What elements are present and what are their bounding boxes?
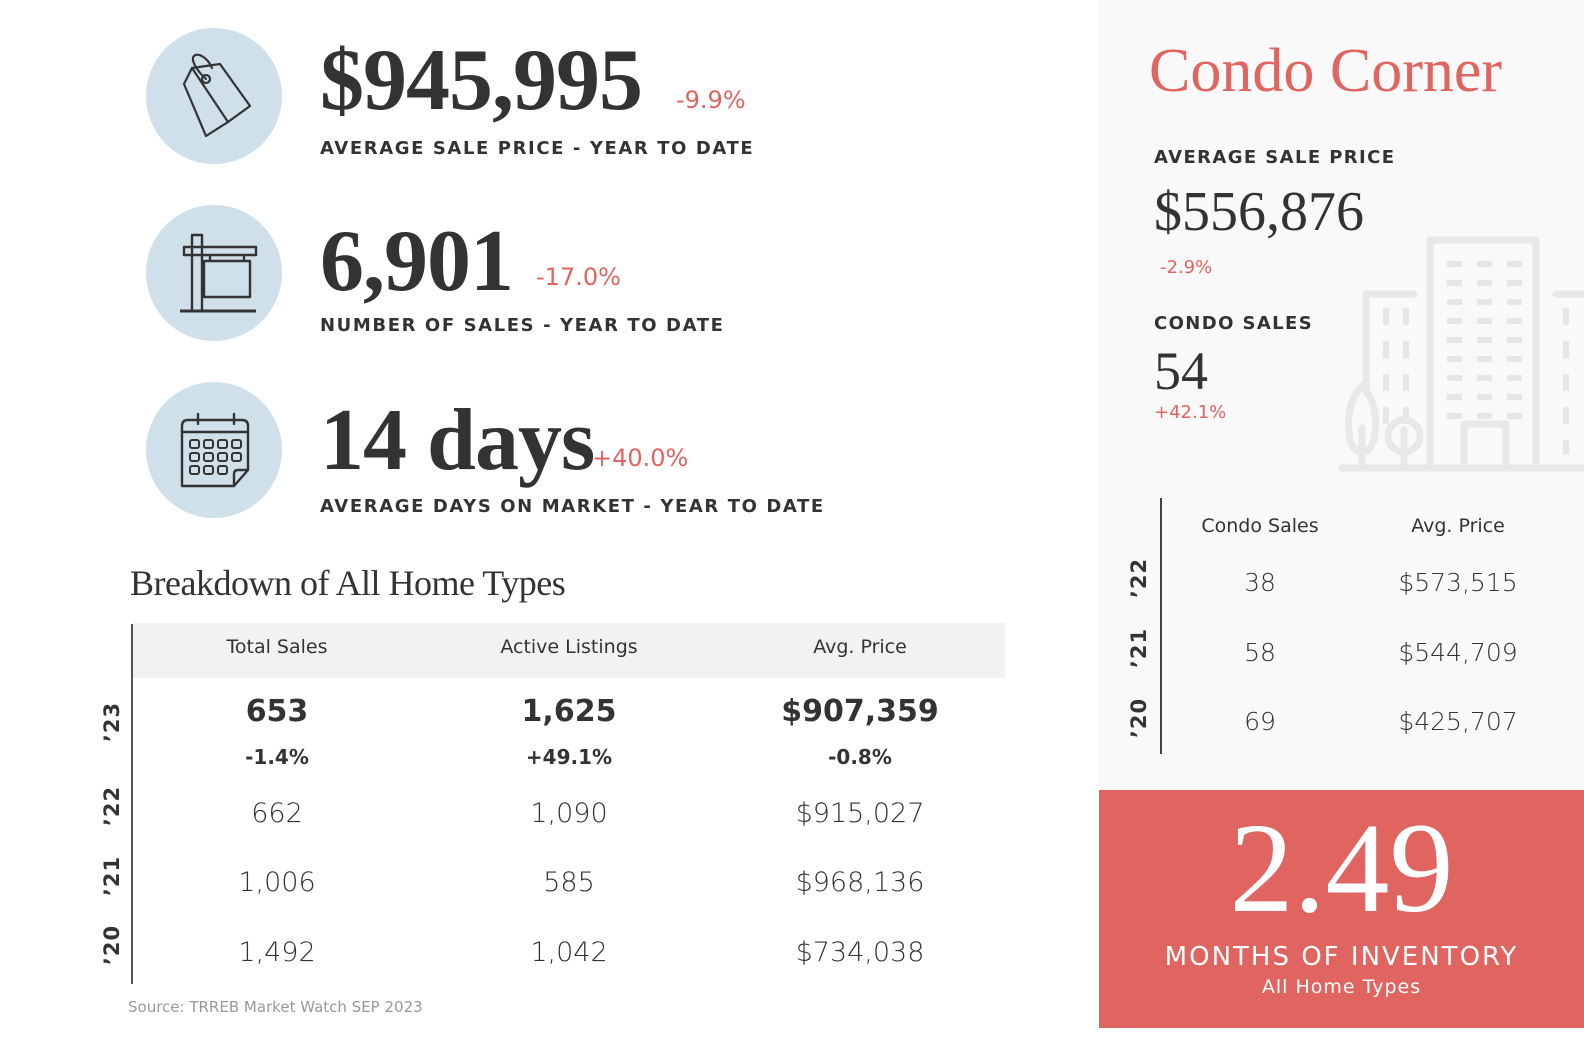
table-cell: 38 [1244,568,1276,597]
table-cell: 58 [1244,638,1276,667]
row-year-label: ’22 [1127,557,1152,599]
breakdown-table-divider [131,624,133,984]
source-note: Source: TRREB Market Watch SEP 2023 [128,998,423,1016]
breakdown-table-header [133,623,1005,678]
stat-number-of-sales: 6,901 -17.0% NUMBER OF SALES - YEAR TO D… [146,205,906,345]
row-year-label: ’21 [100,855,125,897]
months-of-inventory-sublabel: All Home Types [1261,976,1422,998]
table-cell: 1,090 [530,798,608,829]
table-cell: 1,042 [530,937,608,968]
price-tag-icon [146,28,282,164]
average-sale-price-label: AVERAGE SALE PRICE - YEAR TO DATE [320,138,755,159]
row-year-label: ’21 [1127,627,1152,669]
number-of-sales-label: NUMBER OF SALES - YEAR TO DATE [320,315,725,336]
table-cell: 662 [251,798,303,829]
condo-avg-price-label: AVERAGE SALE PRICE [1154,147,1396,168]
for-sale-sign-icon [146,205,282,341]
condo-corner-panel: Condo Corner AVERAGE SALE PRICE $556,876… [1099,0,1584,790]
table-cell: $544,709 [1398,638,1518,667]
number-of-sales-value: 6,901 [320,213,514,310]
table-cell: 1,492 [238,937,316,968]
condo-table-divider [1160,498,1162,754]
condo-corner-title: Condo Corner [1149,37,1503,105]
row-year-label: ’22 [100,785,125,827]
condo-sales-label: CONDO SALES [1154,313,1314,334]
number-of-sales-change: -17.0% [536,263,621,291]
average-sale-price-value: $945,995 [320,32,643,129]
column-header-total-sales: Total Sales [226,636,328,658]
table-cell: $425,707 [1398,707,1518,736]
row-year-label: ’20 [100,924,125,966]
table-cell: $915,027 [795,798,925,829]
months-of-inventory-label: MONTHS OF INVENTORY [1164,942,1519,972]
breakdown-title: Breakdown of All Home Types [130,563,566,603]
current-avg-price: $907,359 [781,694,939,729]
column-header-active-listings: Active Listings [500,636,638,658]
average-sale-price-change: -9.9% [676,86,746,114]
column-header-condo-avg-price: Avg. Price [1411,515,1505,537]
table-cell: 585 [543,867,595,898]
row-year-label: ’20 [1127,697,1152,739]
days-on-market-change: +40.0% [592,444,689,472]
stat-days-on-market: 14 days +40.0% AVERAGE DAYS ON MARKET - … [146,382,906,522]
condo-sales-value: 54 [1154,341,1208,401]
stat-average-sale-price: $945,995 -9.9% AVERAGE SALE PRICE - YEAR… [146,28,906,168]
current-total-sales: 653 [245,694,309,729]
current-active-listings-change: +49.1% [525,745,613,769]
calendar-icon [146,382,282,518]
table-cell: $734,038 [795,937,925,968]
days-on-market-value: 14 days [320,392,595,489]
condo-avg-price-value: $556,876 [1154,181,1364,243]
table-cell: $573,515 [1398,568,1518,597]
table-cell: $968,136 [795,867,925,898]
current-active-listings: 1,625 [521,694,617,729]
column-header-condo-sales: Condo Sales [1201,515,1319,537]
column-header-avg-price: Avg. Price [813,636,907,658]
current-total-sales-change: -1.4% [245,745,309,769]
condo-sales-change: +42.1% [1154,402,1227,423]
condo-avg-price-change: -2.9% [1160,257,1213,278]
days-on-market-label: AVERAGE DAYS ON MARKET - YEAR TO DATE [320,496,825,517]
months-of-inventory-box: 2.49 MONTHS OF INVENTORY All Home Types [1099,790,1584,1028]
table-cell: 69 [1244,707,1276,736]
current-avg-price-change: -0.8% [828,745,892,769]
city-buildings-icon [1338,236,1584,472]
row-year-label: ’23 [100,701,125,743]
months-of-inventory-value: 2.49 [1229,797,1454,939]
table-cell: 1,006 [238,867,316,898]
